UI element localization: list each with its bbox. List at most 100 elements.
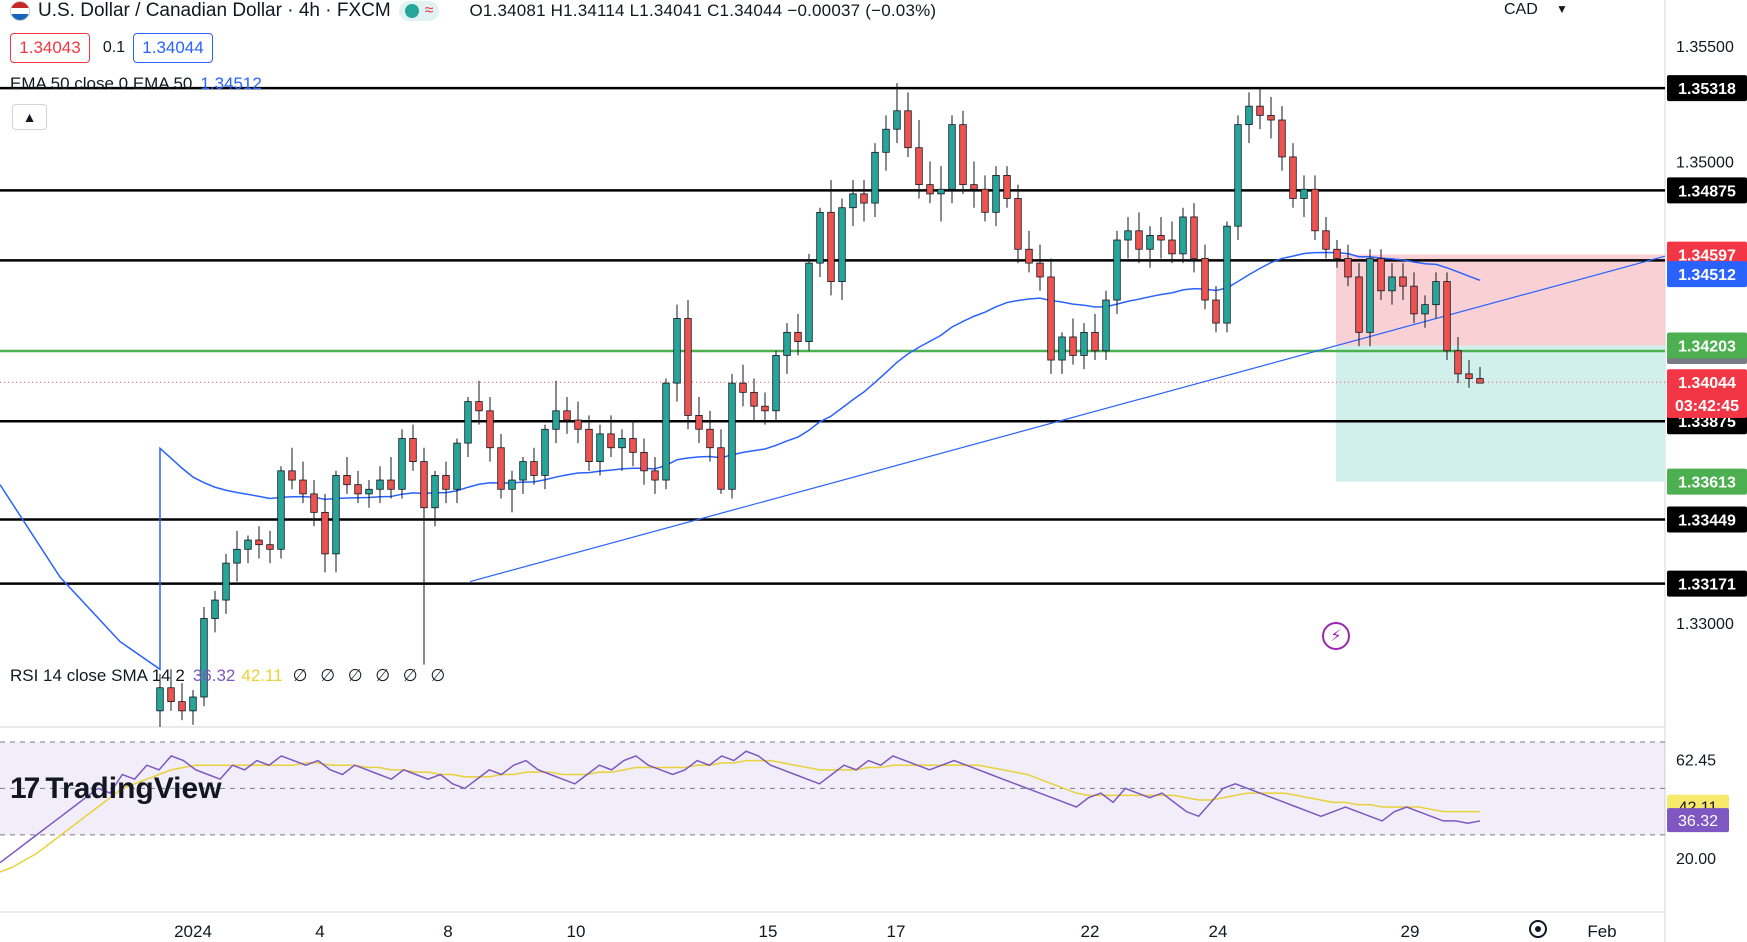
rsi-legend-value: 36.32 [192, 666, 236, 685]
candle-body [849, 193, 857, 209]
candle-body [376, 479, 384, 490]
price-tag-bg [1667, 468, 1747, 495]
candle-body [1289, 156, 1297, 199]
candle-body [1069, 336, 1077, 356]
collapse-legend-button[interactable]: ▲ [12, 104, 47, 130]
level-price-tag: 1.33449 [1678, 513, 1736, 530]
candle-body [1234, 124, 1242, 227]
candle-body [1245, 105, 1253, 126]
price-tag-bg [1667, 261, 1747, 288]
gear-icon[interactable] [1529, 920, 1547, 938]
candle-body [1058, 336, 1066, 361]
candle-body [541, 428, 549, 476]
candle-body [1399, 276, 1407, 287]
candle-body [1036, 262, 1044, 278]
candle-body [1190, 216, 1198, 259]
x-tick-label: 4 [315, 922, 324, 941]
candle-body [1146, 235, 1154, 250]
candle-body [1091, 331, 1099, 352]
x-tick-label: 10 [567, 922, 586, 941]
candle-body [926, 184, 934, 195]
candle-body [563, 410, 571, 421]
candle-body [464, 401, 472, 444]
candle-body [486, 410, 494, 449]
candle-body [431, 475, 439, 509]
position-zones [1336, 254, 1665, 482]
candle-body [981, 188, 989, 213]
candle-body [1443, 281, 1451, 352]
lightning-icon[interactable]: ⚡ [1322, 622, 1350, 650]
currency-selector[interactable]: CAD [1504, 0, 1556, 20]
price-tag: 1.33613 [1678, 475, 1736, 492]
buy-price-button[interactable]: 1.34044 [133, 33, 213, 63]
take-profit-zone [1336, 345, 1665, 482]
x-tick-label: 15 [759, 922, 778, 941]
candle-body [761, 405, 769, 412]
rsi-value-tag-bg [1667, 808, 1729, 833]
candle-body [893, 110, 901, 130]
level-price-tag: 1.35318 [1678, 81, 1736, 98]
symbol-title[interactable]: U.S. Dollar / Canadian Dollar · 4h · FXC… [38, 0, 391, 21]
x-tick-label: 22 [1081, 922, 1100, 941]
candle-body [244, 539, 252, 550]
candle-body [1025, 248, 1033, 264]
x-tick-label: Feb [1587, 922, 1616, 941]
candle-body [1322, 230, 1330, 250]
candle-body [1014, 198, 1022, 250]
candle-body [794, 331, 802, 342]
price-tags: 1.353181.348751.345721.341791.338751.334… [1667, 75, 1747, 833]
ema-line [0, 251, 1481, 671]
candle-body [1201, 258, 1209, 301]
spread-value: 0.1 [102, 39, 126, 56]
candle-body [1256, 105, 1264, 116]
market-status-pill[interactable]: ≈ [398, 1, 440, 21]
time-axis: 2024 4 8 10 15 17 22 24 29 Feb [174, 922, 1617, 941]
candle-body [728, 382, 736, 490]
ema-legend[interactable]: EMA 50 close 0 EMA 50 1.34512 [10, 74, 262, 94]
candle-body [717, 447, 725, 490]
y-tick-label: 1.35000 [1676, 155, 1734, 172]
price-tag: 1.34512 [1678, 267, 1736, 284]
rsi-sma-legend-value: 42.11 [241, 666, 283, 685]
candle-body [1047, 276, 1055, 361]
candle-body [1168, 239, 1176, 255]
candle-body [288, 470, 296, 481]
chevron-up-icon: ▲ [22, 109, 37, 125]
candle-body [508, 479, 516, 490]
candles [156, 83, 1484, 727]
candle-body [937, 188, 945, 195]
candle-body [343, 475, 351, 486]
level-price-tag-bg [1667, 506, 1747, 533]
candle-body [992, 175, 1000, 213]
candle-body [398, 438, 406, 490]
candle-body [1278, 119, 1286, 158]
trendline [469, 255, 1666, 583]
candle-body [200, 618, 208, 698]
candle-body [299, 479, 307, 495]
chart-header: U.S. Dollar / Canadian Dollar · 4h · FXC… [10, 0, 936, 22]
candle-body [948, 124, 956, 190]
candle-body [1135, 230, 1143, 250]
rsi-legend-label: RSI 14 close SMA 14 2 [10, 666, 185, 685]
usd-cad-flag-icon [10, 1, 30, 21]
candle-body [1124, 230, 1132, 241]
ema-legend-value: 1.34512 [200, 74, 262, 93]
level-price-tag-bg [1667, 75, 1747, 102]
y-tick-label: 1.35500 [1676, 39, 1734, 56]
ema-50-line [0, 251, 1481, 671]
sell-price-button[interactable]: 1.34043 [10, 33, 90, 63]
candle-body [1366, 258, 1374, 333]
rsi-legend[interactable]: RSI 14 close SMA 14 2 36.32 42.11 ∅ ∅ ∅ ∅ ∅… [10, 666, 449, 686]
chevron-down-icon[interactable]: ▼ [1556, 2, 1568, 16]
candle-body [1003, 175, 1011, 199]
candle-body [970, 184, 978, 190]
candle-body [1311, 188, 1319, 232]
tradingview-logo[interactable]: 17 TradingView [10, 772, 222, 806]
candle-body [1344, 258, 1352, 278]
candle-body [497, 447, 505, 490]
x-tick-label: 29 [1401, 922, 1420, 941]
candle-body [1421, 304, 1429, 315]
rsi-value-tag: 36.32 [1678, 813, 1718, 830]
candle-body [640, 451, 648, 472]
